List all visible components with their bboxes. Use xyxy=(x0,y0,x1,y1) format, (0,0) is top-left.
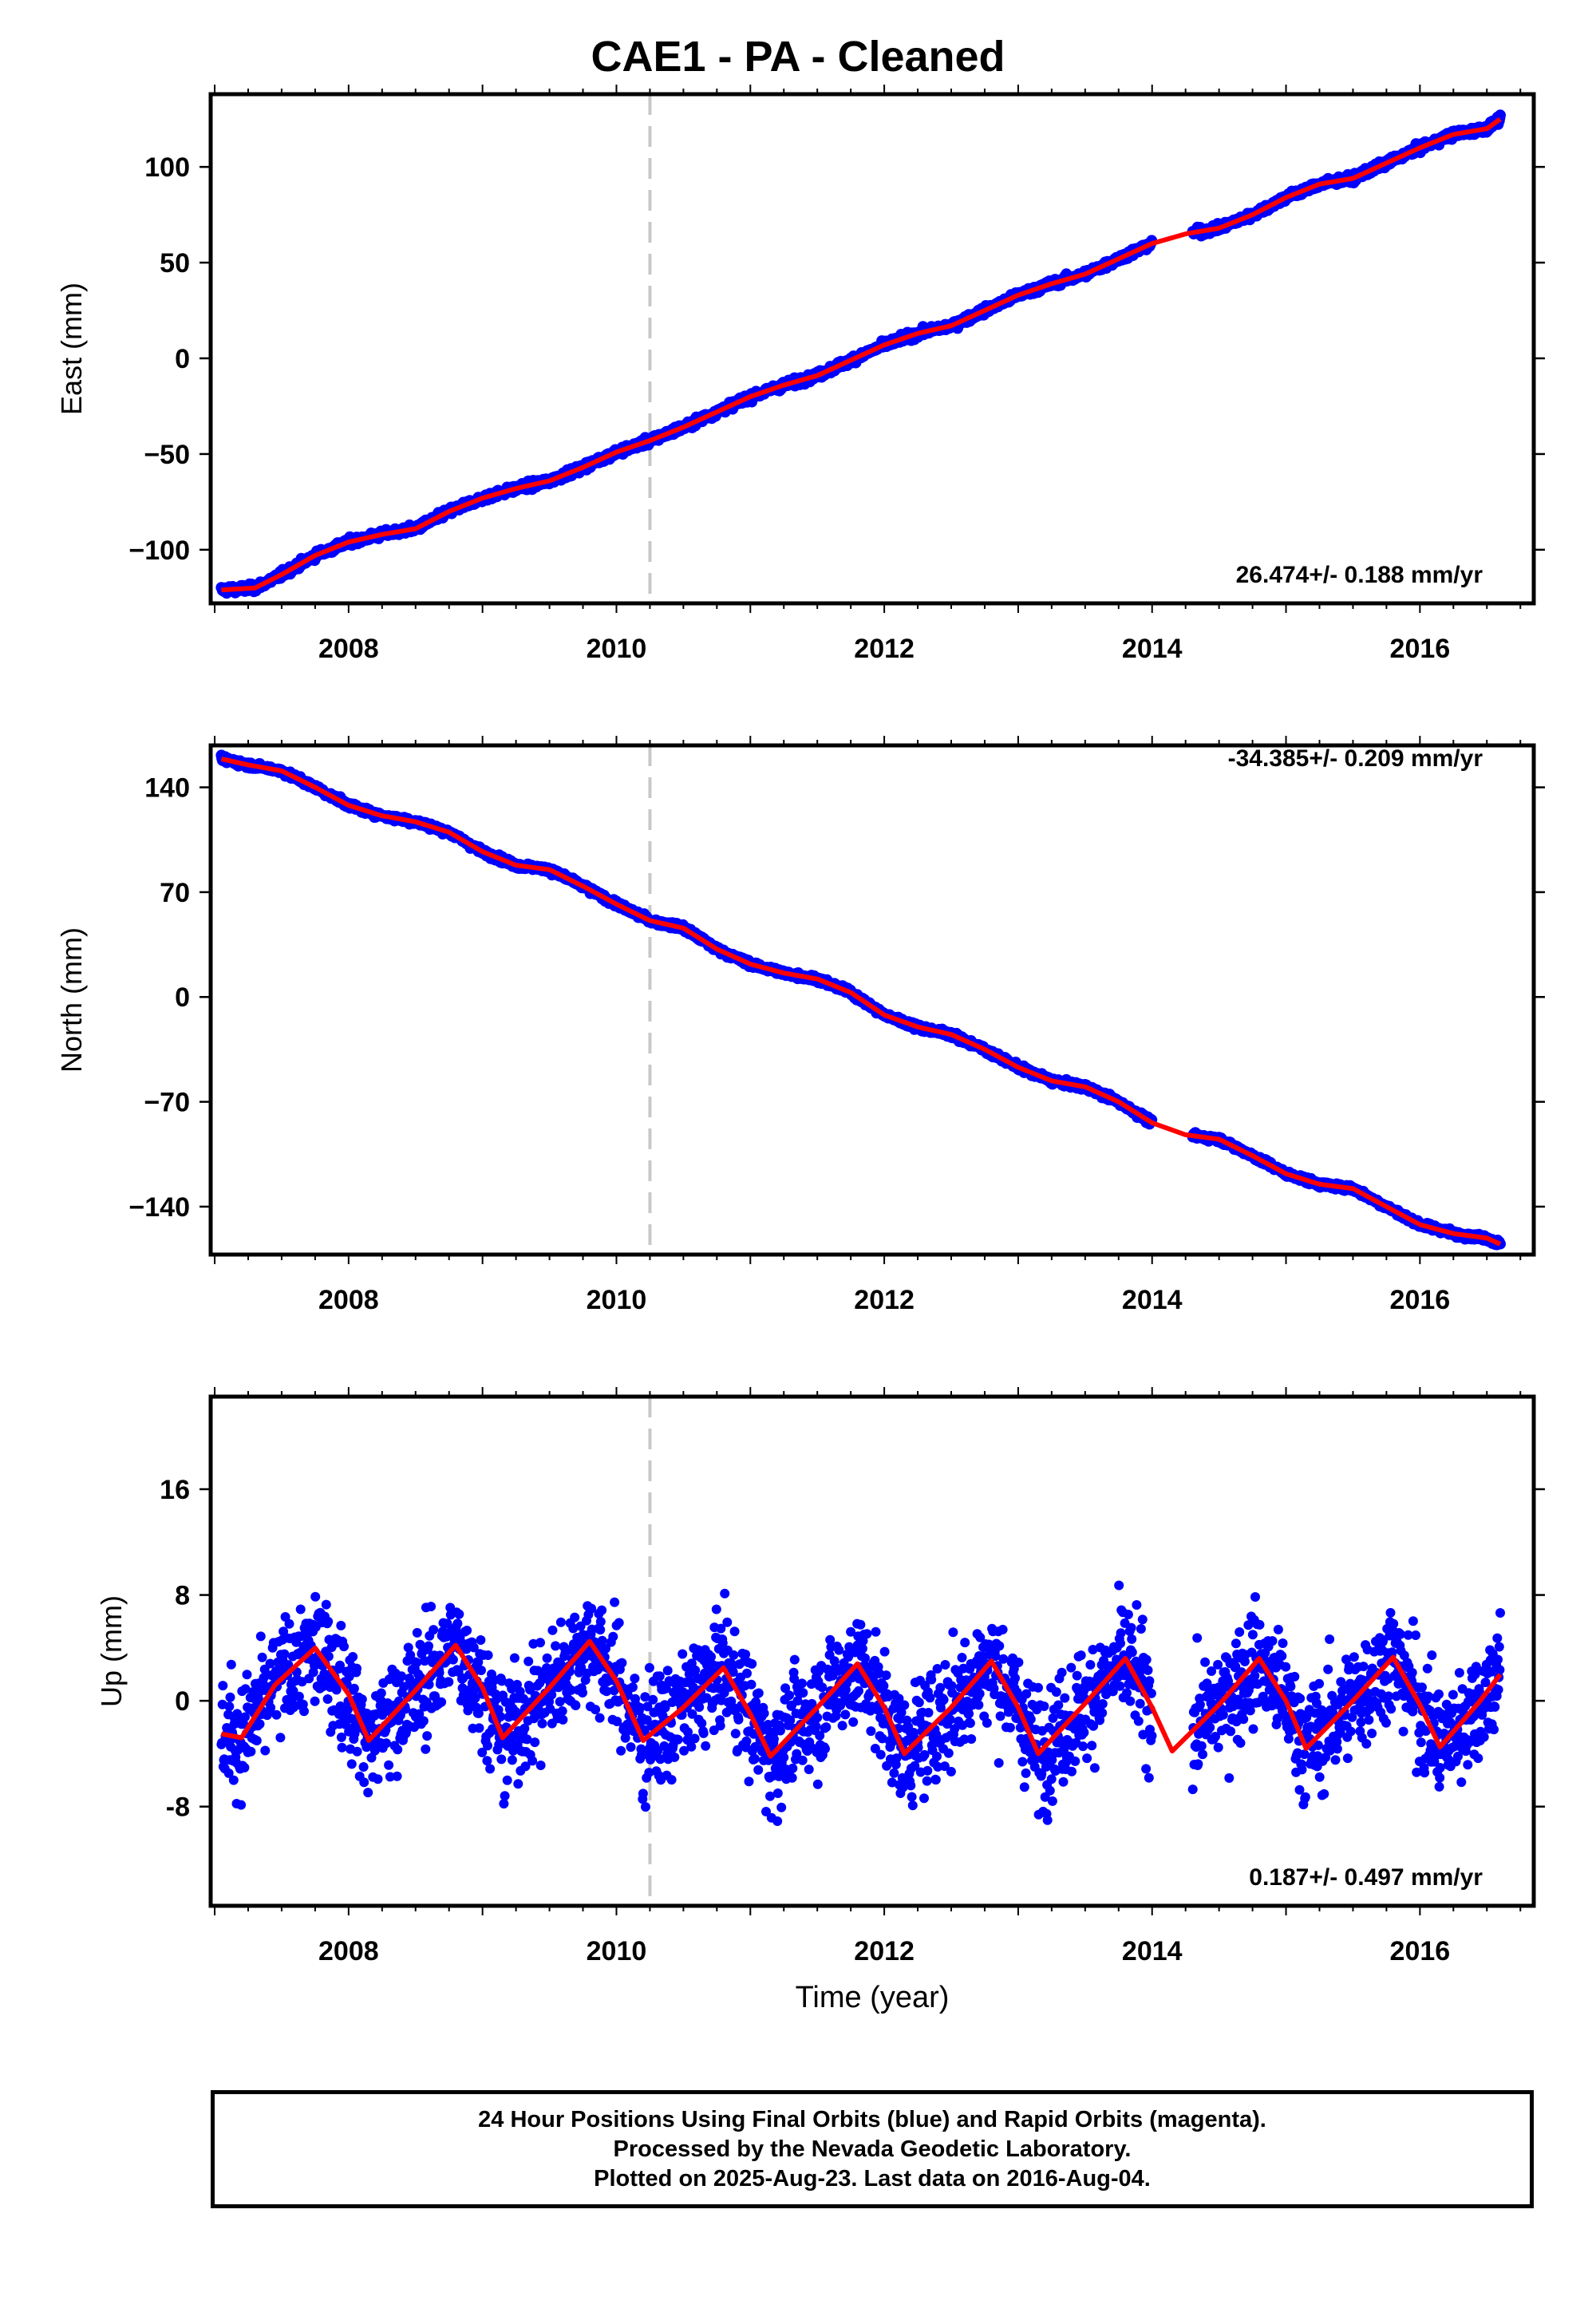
east-frame xyxy=(208,92,1536,606)
north-xtick-label: 2010 xyxy=(587,1285,647,1315)
east-xtick-label: 2010 xyxy=(587,634,647,664)
north-model-line xyxy=(220,756,1502,1247)
up-data-point xyxy=(266,1702,276,1713)
east-rate-annotation: 26.474+/- 0.188 mm/yr xyxy=(1236,562,1483,588)
east-ylabel: East (mm) xyxy=(55,283,88,415)
north-ytick-label: −140 xyxy=(128,1192,190,1223)
north-frame xyxy=(208,743,1536,1257)
up-data-point xyxy=(239,1762,250,1773)
up-data-point xyxy=(275,1733,286,1743)
up-data-point xyxy=(236,1800,247,1810)
up-data-point xyxy=(265,1658,275,1669)
up-data-point xyxy=(248,1686,259,1697)
north-xtick-label: 2014 xyxy=(1122,1285,1183,1315)
east-xtick-label: 2012 xyxy=(854,634,915,664)
up-data-point xyxy=(225,1692,235,1702)
up-data-point xyxy=(224,1701,235,1712)
up-data-point xyxy=(218,1681,228,1691)
north-panel: −140 −70 0 70 140 2008 2010 2012 2014 2016 North (… xyxy=(55,736,1545,1315)
up-data-point xyxy=(251,1736,262,1745)
north-ytick-label: 0 xyxy=(175,982,190,1013)
east-xtick-label: 2014 xyxy=(1122,634,1183,664)
north-xtick-label: 2008 xyxy=(318,1285,379,1315)
north-rate-annotation: -34.385+/- 0.209 mm/yr xyxy=(1228,745,1483,772)
east-model-line xyxy=(221,117,1502,593)
up-data-point xyxy=(240,1712,250,1722)
up-data-point xyxy=(260,1745,271,1756)
east-data-point xyxy=(1495,109,1506,121)
up-data-point xyxy=(228,1775,239,1785)
east-panel: −100 −50 0 50 100 2008 2010 2012 2014 2016 East (m… xyxy=(55,85,1545,664)
up-data-point xyxy=(257,1652,267,1662)
east-ytick-label: −50 xyxy=(144,440,190,470)
up-data-point xyxy=(255,1631,266,1642)
up-data-point xyxy=(226,1659,236,1670)
north-ytick-label: 140 xyxy=(144,773,190,804)
up-data-point xyxy=(223,1768,234,1778)
up-data-point xyxy=(255,1719,265,1729)
east-xtick-label: 2008 xyxy=(318,634,379,664)
north-ytick-label: 70 xyxy=(160,878,190,908)
north-ytick-label: −70 xyxy=(144,1088,190,1118)
east-ytick-label: 50 xyxy=(160,248,190,279)
up-data-point xyxy=(242,1670,252,1680)
up-data-point xyxy=(271,1709,282,1720)
up-data-point xyxy=(240,1684,251,1694)
north-xtick-label: 2016 xyxy=(1390,1285,1451,1315)
north-xtick-label: 2012 xyxy=(854,1285,915,1315)
east-ytick-label: −100 xyxy=(128,536,190,566)
north-ylabel: North (mm) xyxy=(55,927,88,1073)
east-ytick-label: 0 xyxy=(175,344,190,374)
up-data-point xyxy=(246,1746,256,1757)
east-plot-area xyxy=(215,94,1506,603)
north-plot-area xyxy=(215,745,1506,1255)
up-plot-area xyxy=(216,1397,1505,1906)
east-ytick-label: 100 xyxy=(144,152,190,183)
east-xtick-label: 2016 xyxy=(1390,634,1451,664)
